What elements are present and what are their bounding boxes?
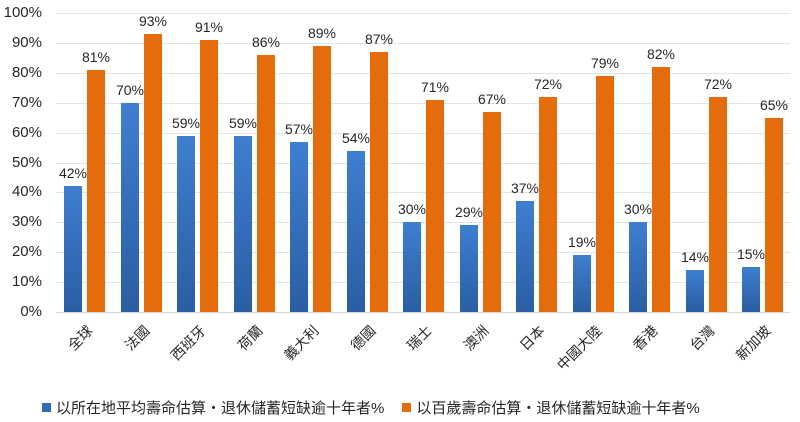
bar	[483, 112, 501, 312]
data-label: 72%	[703, 76, 733, 92]
x-tick-label: 瑞士	[403, 322, 435, 354]
y-tick-label: 90%	[11, 34, 42, 51]
bar	[742, 267, 760, 312]
data-label: 72%	[533, 76, 563, 92]
data-label: 71%	[420, 79, 450, 95]
data-label: 14%	[680, 249, 710, 265]
legend-label: 以百歲壽命估算・退休儲蓄短缺逾十年者%	[416, 400, 700, 417]
bar	[460, 225, 478, 312]
data-label: 59%	[228, 115, 258, 131]
bar	[144, 34, 162, 312]
data-label: 87%	[364, 31, 394, 47]
bar	[64, 186, 82, 312]
legend-item-100-years: 以百歲壽命估算・退休儲蓄短缺逾十年者%	[402, 397, 700, 418]
bar	[370, 52, 388, 312]
data-label: 30%	[397, 201, 427, 217]
legend-label: 以所在地平均壽命估算・退休儲蓄短缺逾十年者%	[56, 400, 385, 417]
x-tick-label: 西班牙	[167, 322, 209, 364]
y-tick-label: 40%	[11, 183, 42, 200]
data-label: 65%	[759, 97, 789, 113]
data-label: 19%	[567, 234, 597, 250]
bar	[629, 222, 647, 312]
x-tick-label: 德國	[347, 322, 379, 354]
data-label: 79%	[590, 55, 620, 71]
x-tick-label: 全球	[64, 322, 96, 354]
y-tick-label: 10%	[11, 273, 42, 290]
gridline	[56, 252, 790, 253]
x-tick-label: 日本	[516, 322, 548, 354]
data-label: 86%	[251, 34, 281, 50]
legend-item-local-lifespan: 以所在地平均壽命估算・退休儲蓄短缺逾十年者%	[42, 397, 384, 418]
bar	[290, 142, 308, 312]
bar	[403, 222, 421, 312]
bar	[709, 97, 727, 312]
gridline	[56, 133, 790, 134]
gridline	[56, 222, 790, 223]
data-label: 42%	[58, 165, 88, 181]
data-label: 59%	[171, 115, 201, 131]
x-tick-label: 新加坡	[732, 322, 774, 364]
bar	[573, 255, 591, 312]
data-label: 30%	[623, 201, 653, 217]
bar	[347, 151, 365, 312]
x-tick-label: 台灣	[686, 322, 718, 354]
y-tick-label: 70%	[11, 94, 42, 111]
legend: 以所在地平均壽命估算・退休儲蓄短缺逾十年者% 以百歲壽命估算・退休儲蓄短缺逾十年…	[42, 397, 718, 418]
data-label: 91%	[194, 19, 224, 35]
bar	[313, 46, 331, 312]
y-tick-label: 20%	[11, 243, 42, 260]
data-label: 57%	[284, 121, 314, 137]
bar	[765, 118, 783, 312]
bar	[516, 201, 534, 312]
bar	[177, 136, 195, 312]
y-tick-label: 100%	[3, 4, 42, 21]
gridline	[56, 103, 790, 104]
bar	[234, 136, 252, 312]
data-label: 29%	[454, 204, 484, 220]
y-tick-label: 0%	[20, 303, 42, 320]
gridline	[56, 163, 790, 164]
x-tick-label: 荷蘭	[234, 322, 266, 354]
data-label: 93%	[138, 13, 168, 29]
gridline	[56, 282, 790, 283]
x-tick-label: 法國	[121, 322, 153, 354]
bar	[87, 70, 105, 312]
data-label: 82%	[646, 46, 676, 62]
x-tick-label: 澳洲	[460, 322, 492, 354]
y-tick-label: 80%	[11, 64, 42, 81]
gridline	[56, 192, 790, 193]
y-tick-label: 30%	[11, 213, 42, 230]
bar	[121, 103, 139, 312]
bar	[257, 55, 275, 312]
y-tick-label: 60%	[11, 124, 42, 141]
y-tick-label: 50%	[11, 154, 42, 171]
gridline	[56, 43, 790, 44]
x-tick-label: 義大利	[280, 322, 322, 364]
x-tick-label: 中國大陸	[553, 322, 605, 374]
legend-swatch-blue	[42, 403, 51, 412]
bar	[539, 97, 557, 312]
gridline	[56, 73, 790, 74]
data-label: 37%	[510, 180, 540, 196]
data-label: 70%	[115, 82, 145, 98]
bar	[686, 270, 704, 312]
bar	[652, 67, 670, 312]
gridline	[56, 13, 790, 14]
bar	[426, 100, 444, 312]
x-tick-label: 香港	[629, 322, 661, 354]
data-label: 89%	[307, 25, 337, 41]
data-label: 67%	[477, 91, 507, 107]
data-label: 54%	[341, 130, 371, 146]
data-label: 15%	[736, 246, 766, 262]
legend-swatch-orange	[402, 403, 412, 412]
bar	[200, 40, 218, 312]
bar	[596, 76, 614, 312]
data-label: 81%	[81, 49, 111, 65]
gridline	[56, 312, 790, 313]
